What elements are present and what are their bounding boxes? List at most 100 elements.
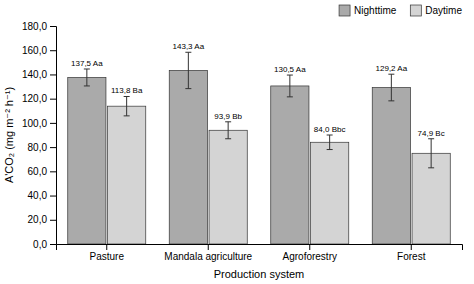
y-tick-label: 80,0 xyxy=(28,142,48,153)
error-bar-cap xyxy=(225,121,231,122)
y-tick: 120,0 xyxy=(22,93,56,104)
error-bar xyxy=(185,52,191,88)
legend-item: Nighttime xyxy=(339,5,397,16)
x-tick-mark xyxy=(411,244,412,250)
y-tick: 40,0 xyxy=(28,190,56,201)
y-tick: 60,0 xyxy=(28,166,56,177)
error-bar-cap xyxy=(428,138,434,139)
x-tick-label: Pasture xyxy=(90,251,125,262)
chart: 0,0 20,0 40,0 60,0 80,0 100,0 120,0 140,0 160,0 1… xyxy=(0,0,474,284)
error-bar-cap xyxy=(327,149,333,150)
legend-label: Nighttime xyxy=(354,5,397,16)
y-tick-mark xyxy=(50,99,56,100)
bar xyxy=(271,86,309,244)
error-bar-cap xyxy=(84,68,90,69)
error-bar-cap xyxy=(287,75,293,76)
y-tick-label: 140,0 xyxy=(22,69,47,80)
x-tick-mark xyxy=(309,244,310,250)
y-tick: 80,0 xyxy=(28,142,56,153)
y-tick-label: 0,0 xyxy=(33,239,47,250)
error-bar-cap xyxy=(287,96,293,97)
y-tick-label: 100,0 xyxy=(22,118,47,129)
y-tick-mark xyxy=(50,123,56,124)
legend-label: Daytime xyxy=(425,5,462,16)
error-bar-stem xyxy=(188,52,189,88)
error-bar xyxy=(225,122,231,139)
error-bar-stem xyxy=(329,135,330,150)
error-bar-stem xyxy=(228,122,229,139)
series xyxy=(108,96,451,244)
error-bar xyxy=(84,69,90,86)
y-tick-label: 20,0 xyxy=(28,214,48,225)
y-axis: 0,0 20,0 40,0 60,0 80,0 100,0 120,0 140,0 160,0 1… xyxy=(22,21,57,250)
y-tick: 100,0 xyxy=(22,118,56,129)
error-bar-cap xyxy=(124,96,130,97)
x-axis-line xyxy=(57,245,463,251)
error-bar xyxy=(287,75,293,97)
x-tick-mark xyxy=(106,244,107,250)
data-label: 130,5 Aa xyxy=(274,65,306,74)
error-bar-stem xyxy=(391,74,392,101)
bar xyxy=(209,130,247,244)
data-label: 93,9 Bb xyxy=(214,112,242,121)
legend-swatch xyxy=(339,5,350,16)
plot: 0,0 20,0 40,0 60,0 80,0 100,0 120,0 140,0 160,0 1… xyxy=(22,21,463,262)
x-tick: Pasture xyxy=(90,244,125,262)
error-bar xyxy=(388,74,394,101)
error-bar xyxy=(327,135,333,150)
error-bar-cap xyxy=(327,135,333,136)
x-axis: Pasture Mandala agriculture Agroforestry Fo… xyxy=(57,244,463,262)
x-axis-title: Production system xyxy=(214,268,304,280)
x-tick-label: Agroforestry xyxy=(283,251,337,262)
error-bar-cap xyxy=(225,138,231,139)
bar xyxy=(169,70,207,244)
data-labels: 137,5 Aa143,3 Aa130,5 Aa129,2 Aa113,8 Ba… xyxy=(71,42,445,137)
y-axis-line xyxy=(50,27,57,245)
x-tick-mark xyxy=(208,244,209,250)
bar xyxy=(372,88,410,244)
bar xyxy=(311,142,349,244)
error-bar xyxy=(428,139,434,168)
y-tick: 160,0 xyxy=(22,45,56,56)
y-tick: 140,0 xyxy=(22,69,56,80)
bars xyxy=(68,52,451,244)
bar xyxy=(68,77,106,244)
error-bar-stem xyxy=(86,69,87,86)
y-tick-mark xyxy=(50,74,56,75)
y-tick-mark xyxy=(50,26,56,27)
y-tick-mark xyxy=(50,50,56,51)
bar xyxy=(108,106,146,244)
y-tick-mark xyxy=(50,147,56,148)
error-bar-cap xyxy=(185,52,191,53)
data-label: 113,8 Ba xyxy=(111,86,143,95)
error-bar-cap xyxy=(185,88,191,89)
error-bar xyxy=(124,96,130,115)
y-tick: 20,0 xyxy=(28,214,56,225)
x-tick-label: Mandala agriculture xyxy=(164,251,252,262)
error-bar-cap xyxy=(428,167,434,168)
data-label: 137,5 Aa xyxy=(71,59,103,68)
y-tick-label: 160,0 xyxy=(22,45,47,56)
y-tick-mark xyxy=(50,171,56,172)
y-tick-label: 180,0 xyxy=(22,21,47,32)
x-tick: Forest xyxy=(397,244,426,262)
y-axis-title: A'CO₂ (mg m⁻² h⁻¹) xyxy=(3,87,15,183)
y-tick: 180,0 xyxy=(22,21,56,32)
legend: Nighttime Daytime xyxy=(339,5,462,16)
x-tick: Agroforestry xyxy=(283,244,337,262)
error-bar-stem xyxy=(126,96,127,115)
error-bar-cap xyxy=(388,74,394,75)
error-bar-cap xyxy=(388,100,394,101)
legend-swatch xyxy=(410,5,421,16)
data-label: 143,3 Aa xyxy=(173,42,205,51)
data-label: 84,0 Bbc xyxy=(314,125,346,134)
legend-item: Daytime xyxy=(410,5,462,16)
error-bar-stem xyxy=(289,75,290,97)
x-tick: Mandala agriculture xyxy=(164,244,252,262)
y-tick-label: 60,0 xyxy=(28,166,48,177)
y-tick: 0,0 xyxy=(33,239,56,250)
data-label: 74,9 Bc xyxy=(418,129,445,138)
error-bar-stem xyxy=(431,139,432,168)
x-tick-label: Forest xyxy=(397,251,426,262)
y-tick-label: 120,0 xyxy=(22,93,47,104)
